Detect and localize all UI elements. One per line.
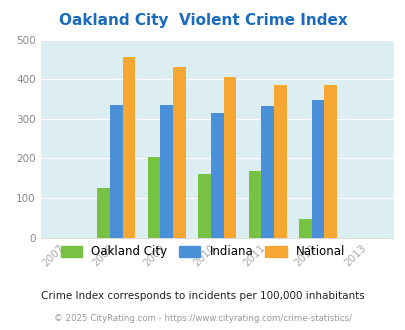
Text: © 2025 CityRating.com - https://www.cityrating.com/crime-statistics/: © 2025 CityRating.com - https://www.city…	[54, 314, 351, 323]
Bar	[261, 106, 273, 238]
Text: Oakland City  Violent Crime Index: Oakland City Violent Crime Index	[58, 13, 347, 28]
Bar	[122, 57, 135, 238]
Bar	[147, 157, 160, 238]
Bar	[160, 105, 173, 238]
Bar	[97, 188, 110, 238]
Bar	[298, 218, 311, 238]
Bar	[324, 85, 336, 238]
Bar	[210, 113, 223, 238]
Bar	[248, 172, 261, 238]
Bar	[198, 174, 210, 238]
Legend: Oakland City, Indiana, National: Oakland City, Indiana, National	[55, 241, 350, 263]
Bar	[110, 105, 122, 238]
Bar	[311, 100, 324, 238]
Bar	[273, 85, 286, 238]
Text: Crime Index corresponds to incidents per 100,000 inhabitants: Crime Index corresponds to incidents per…	[41, 291, 364, 301]
Bar	[173, 67, 185, 238]
Bar	[223, 77, 236, 238]
